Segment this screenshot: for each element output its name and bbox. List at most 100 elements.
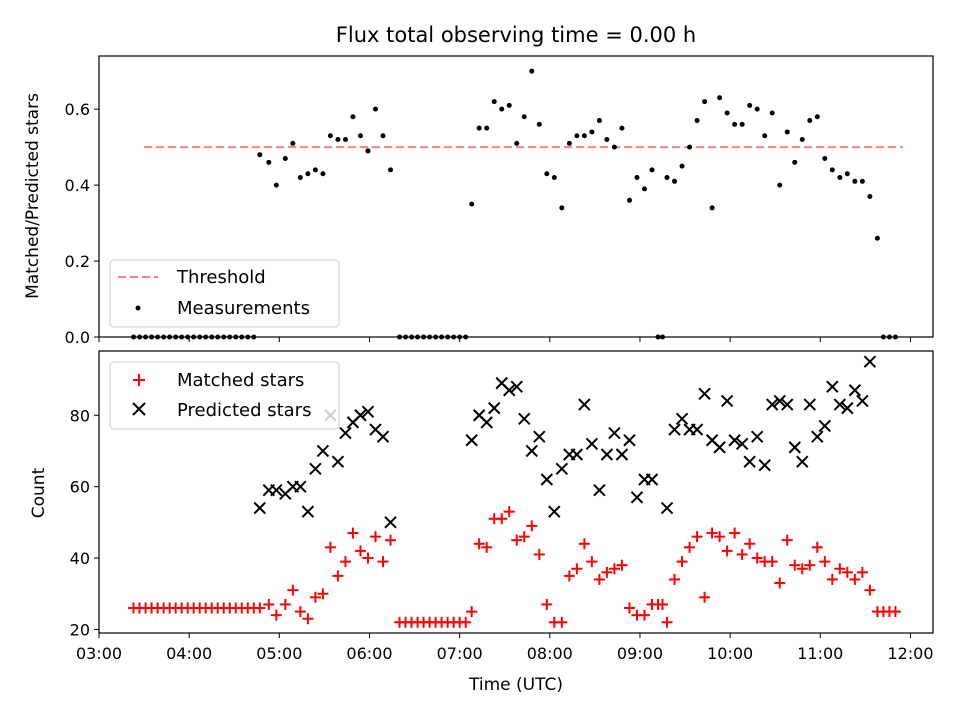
measurement-point — [233, 334, 239, 340]
predicted-star-stroke-b — [533, 430, 546, 443]
matched-legend-label: Matched stars — [177, 370, 304, 391]
predicted-star-point — [623, 434, 636, 447]
measurement-point — [433, 334, 439, 340]
counts-x-tick-label: 07:00 — [437, 644, 483, 663]
measurement-point — [421, 334, 427, 340]
measurement-point — [342, 137, 348, 143]
measurement-point — [649, 167, 655, 173]
measurement-point — [397, 334, 403, 340]
matched-star-point — [324, 541, 336, 553]
predicted-star-point — [570, 448, 584, 461]
matched-star-point — [834, 563, 846, 575]
matched-star-point — [729, 527, 741, 539]
measurement-point — [415, 334, 421, 340]
matched-star-point — [661, 616, 673, 628]
ratio-y-tick-label: 0.6 — [65, 100, 90, 119]
predicted-star-stroke-b — [384, 516, 397, 529]
predicted-star-point — [309, 462, 322, 476]
predicted-star-stroke-b — [578, 398, 591, 411]
measurement-point — [747, 102, 753, 108]
matched-star-point — [571, 563, 583, 575]
measurement-point — [191, 334, 197, 340]
matched-star-point — [849, 573, 861, 585]
matched-star-point — [736, 548, 748, 560]
predicted-star-point — [608, 426, 621, 440]
measurement-point — [611, 144, 617, 150]
predicted-star-point — [270, 484, 283, 497]
matched-star-point — [721, 545, 733, 557]
matched-star-point — [819, 556, 831, 568]
measurement-point — [702, 99, 708, 105]
predicted-star-stroke-b — [773, 394, 786, 408]
predicted-star-stroke-b — [331, 455, 345, 468]
matched-star-point — [526, 520, 538, 532]
measurement-point — [365, 148, 371, 154]
counts-y-axis-label: Count — [29, 467, 49, 518]
predicted-star-point — [788, 441, 801, 454]
measurements-legend-swatch — [135, 305, 141, 311]
counts-y-tick-label: 20 — [70, 620, 90, 639]
panel-ratio: 0.0 0.2 0.4 0.6 Matched/Predicted stars — [23, 55, 934, 347]
measurement-point — [544, 171, 550, 177]
measurement-point — [137, 334, 143, 340]
matched-star-point — [826, 573, 838, 585]
predicted-star-stroke-b — [758, 459, 771, 472]
predicted-star-stroke-b — [294, 480, 307, 493]
predicted-star-stroke-b — [510, 380, 523, 393]
predicted-star-point — [766, 398, 779, 411]
predicted-star-stroke-b — [788, 441, 801, 454]
predicted-star-point — [533, 430, 546, 443]
predicted-star-point — [480, 416, 493, 429]
measurement-point — [837, 175, 843, 181]
matched-star-point — [608, 563, 620, 575]
matched-star-point — [511, 534, 523, 546]
matched-star-point — [684, 541, 696, 553]
matched-star-point — [263, 598, 275, 610]
matched-star-point — [714, 531, 726, 543]
predicted-star-point — [465, 434, 478, 447]
measurement-point — [687, 144, 693, 150]
counts-x-tick-label: 04:00 — [166, 644, 212, 663]
predicted-star-stroke-b — [316, 444, 330, 458]
predicted-star-stroke-b — [690, 423, 704, 436]
predicted-star-stroke-b — [309, 462, 322, 476]
measurement-point — [203, 334, 209, 340]
measurement-point — [312, 167, 318, 173]
predicted-star-stroke-b — [645, 473, 659, 486]
predicted-star-point — [698, 387, 711, 401]
predicted-star-stroke-b — [803, 398, 816, 411]
measurement-point — [604, 137, 610, 143]
predicted-star-stroke-b — [668, 423, 681, 436]
predicted-star-stroke-b — [503, 384, 516, 397]
matched-star-point — [751, 552, 763, 564]
measurement-point — [664, 175, 670, 181]
measurement-point — [491, 99, 497, 105]
measurement-point — [357, 133, 363, 139]
matched-star-point — [856, 566, 868, 578]
measurement-point — [619, 125, 625, 131]
predicted-star-stroke-b — [705, 434, 719, 447]
predicted-star-stroke-b — [735, 437, 749, 451]
predicted-star-point — [863, 355, 877, 368]
matched-star-point — [347, 527, 359, 539]
counts-legend-box — [109, 361, 340, 430]
predicted-star-stroke-b — [600, 448, 614, 461]
chart-title: Flux total observing time = 0.00 h — [336, 23, 696, 47]
measurement-point — [185, 334, 191, 340]
matched-star-point — [669, 573, 681, 585]
predicted-star-stroke-b — [253, 501, 266, 515]
ratio-frame — [98, 55, 934, 338]
measurement-point — [732, 121, 738, 127]
predicted-star-stroke-b — [818, 419, 832, 433]
predicted-star-point — [518, 412, 531, 426]
predicted-star-stroke-b — [796, 455, 809, 468]
ratio-legend-box — [109, 259, 340, 328]
matched-star-point — [503, 506, 515, 518]
predicted-star-point — [743, 455, 756, 468]
predicted-star-point — [675, 412, 689, 426]
matched-star-point — [369, 531, 381, 543]
matched-star-point — [317, 588, 329, 600]
predicted-star-point — [510, 380, 523, 393]
measurement-point — [717, 95, 723, 101]
matched-star-point — [811, 541, 823, 553]
